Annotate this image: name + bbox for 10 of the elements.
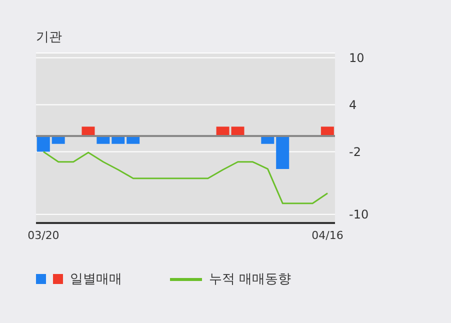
line-series [42,150,328,204]
y-tick-label: 4 [349,98,357,112]
y-tick-label: -2 [349,144,361,159]
x-tick-label: 03/20 [28,228,60,242]
y-tick-label: 10 [349,50,364,65]
chart-title: 기관 [36,29,62,46]
legend-label: 누적 매매동향 [209,271,292,288]
legend-label: 일별매매 [70,271,122,288]
x-tick-label: 04/16 [312,228,344,242]
y-tick-label: -10 [349,208,369,222]
